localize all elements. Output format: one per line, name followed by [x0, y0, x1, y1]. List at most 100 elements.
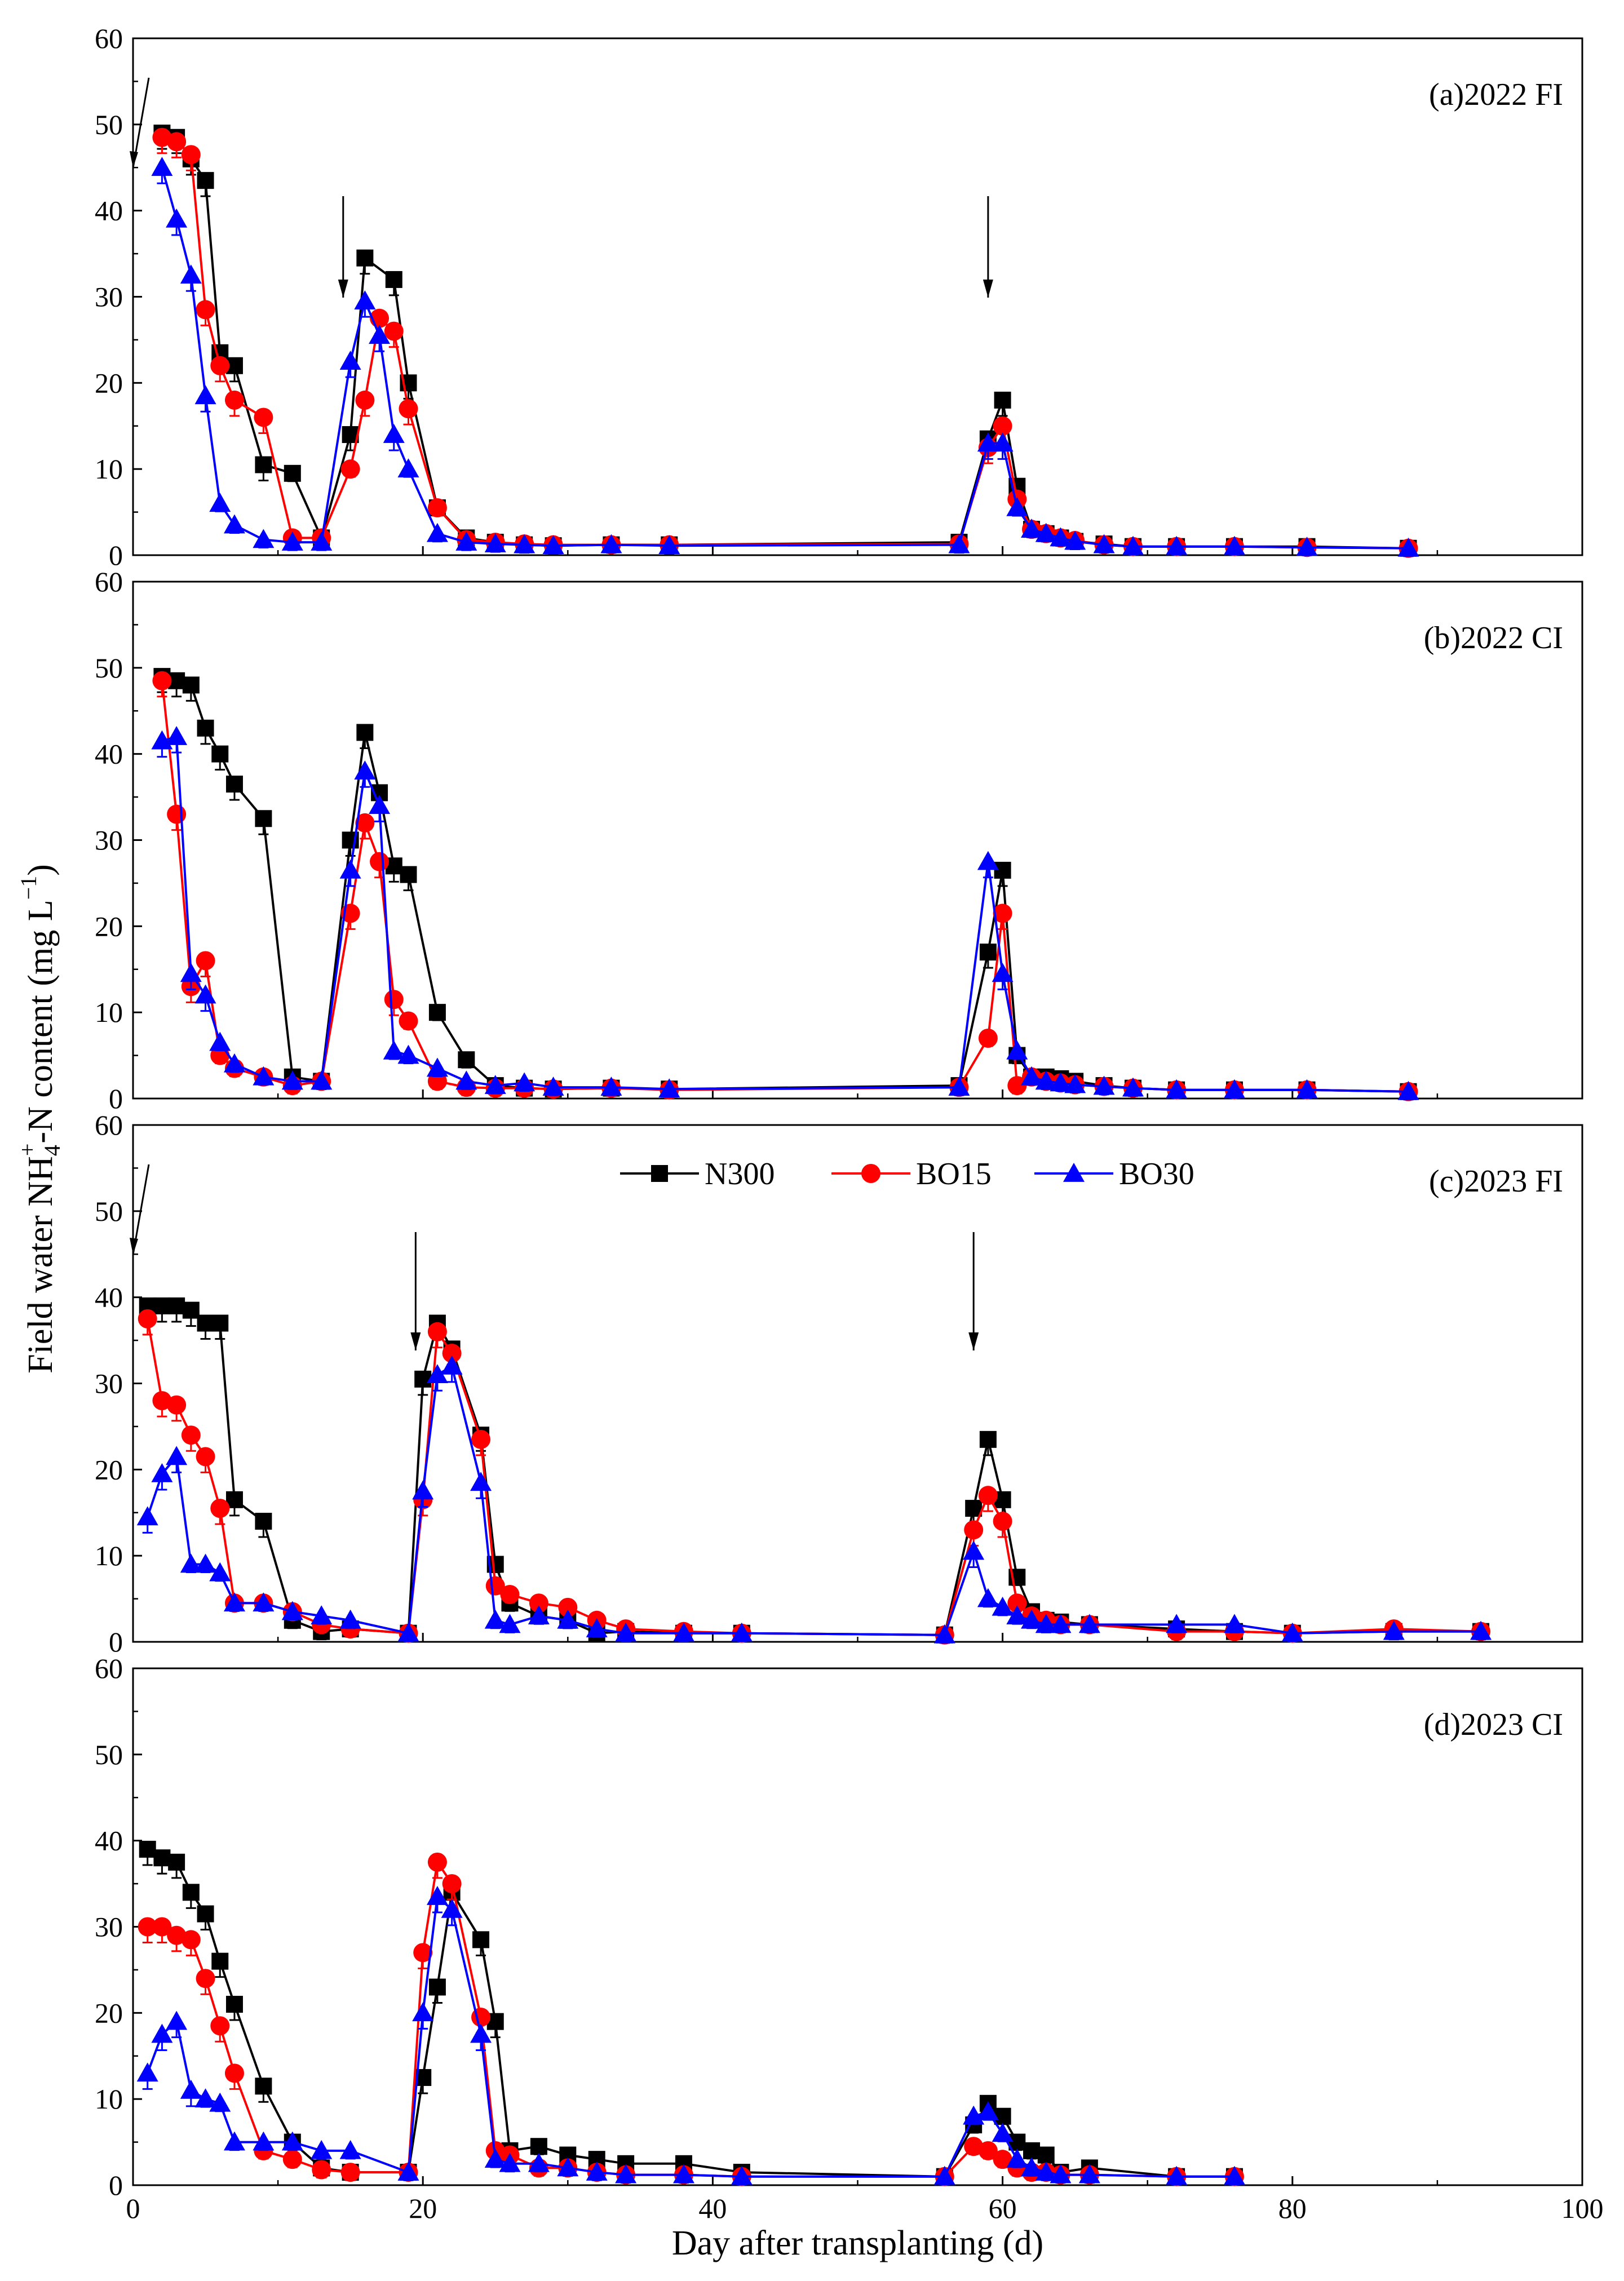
- data-point: [1064, 1074, 1086, 1093]
- data-point: [426, 522, 448, 542]
- arrow-head: [130, 151, 138, 168]
- data-point: [615, 1622, 637, 1642]
- data-point: [514, 534, 536, 553]
- data-point: [181, 1930, 201, 1950]
- event-arrow: [410, 1232, 421, 1350]
- data-point: [211, 1952, 229, 1970]
- arrow-head: [130, 1238, 138, 1255]
- data-point: [196, 951, 215, 971]
- data-point: [355, 390, 375, 410]
- series-line: [146, 1894, 1234, 2178]
- data-point: [399, 1011, 418, 1031]
- data-point: [993, 903, 1012, 923]
- data-point: [281, 532, 303, 551]
- y-axis-title: Field water NH4+-N content (mg L−1): [15, 864, 65, 1374]
- series-n300: [139, 1297, 1490, 1644]
- data-point: [992, 2123, 1014, 2142]
- data-point: [167, 1395, 187, 1415]
- data-point: [1021, 1066, 1043, 1086]
- data-point: [978, 1486, 998, 1505]
- data-point: [284, 464, 301, 482]
- data-point: [312, 2160, 331, 2180]
- data-point: [1035, 522, 1057, 542]
- data-point: [1078, 1614, 1100, 1633]
- data-point: [225, 776, 243, 793]
- y-tick-label: 40: [95, 1282, 123, 1313]
- data-point: [151, 2023, 173, 2043]
- data-point: [383, 1040, 405, 1060]
- data-point: [586, 2162, 608, 2181]
- data-point: [470, 1472, 492, 1491]
- series-n300: [153, 125, 1417, 557]
- data-point: [397, 1044, 419, 1064]
- data-point: [426, 1886, 448, 1905]
- data-point: [1093, 1075, 1115, 1095]
- data-point: [339, 1609, 361, 1629]
- data-point: [427, 498, 447, 517]
- y-tick-label: 0: [109, 1083, 123, 1114]
- x-axis-title: Day after transplanting (d): [672, 2224, 1043, 2262]
- data-point: [168, 1853, 185, 1871]
- data-point: [1078, 2164, 1100, 2183]
- y-title-sup2: −1: [16, 876, 41, 900]
- data-point: [977, 1588, 999, 1607]
- data-point: [196, 1969, 215, 1988]
- data-point: [181, 145, 201, 165]
- series-bo15: [152, 671, 1418, 1101]
- data-point: [731, 1622, 753, 1642]
- y-tick-label: 20: [95, 910, 123, 942]
- data-point: [1122, 535, 1144, 555]
- data-point: [542, 535, 564, 555]
- data-point: [499, 2152, 521, 2172]
- data-point: [1021, 1609, 1043, 1629]
- legend-marker: [651, 1165, 668, 1182]
- data-point: [282, 2150, 302, 2169]
- legend-item-n300: N300: [620, 1157, 775, 1192]
- data-point: [484, 1075, 506, 1094]
- data-point: [977, 851, 999, 870]
- data-point: [933, 1624, 955, 1644]
- y-tick-label: 40: [95, 738, 123, 770]
- data-point: [528, 1605, 550, 1624]
- data-point: [1223, 2165, 1245, 2185]
- data-point: [979, 1430, 997, 1448]
- data-point: [992, 963, 1014, 982]
- data-point: [196, 300, 215, 320]
- data-point: [281, 2131, 303, 2151]
- data-point: [1470, 1620, 1492, 1640]
- data-point: [1166, 535, 1188, 555]
- data-point: [166, 2010, 188, 2030]
- data-point: [1050, 2164, 1072, 2183]
- legend-label: BO15: [916, 1157, 992, 1192]
- data-point: [136, 1506, 158, 1526]
- data-point: [994, 861, 1011, 879]
- data-point: [1023, 2142, 1041, 2159]
- y-tick-label: 20: [95, 367, 123, 398]
- data-point: [993, 416, 1012, 436]
- data-point: [138, 1309, 157, 1328]
- data-point: [484, 533, 506, 552]
- panel-label: (c)2023 FI: [1429, 1164, 1563, 1199]
- y-tick-label: 30: [95, 1368, 123, 1399]
- data-point: [948, 534, 970, 553]
- y-tick-label: 50: [95, 1195, 123, 1227]
- event-arrow: [968, 1232, 979, 1350]
- data-point: [992, 1596, 1014, 1616]
- data-point: [993, 2150, 1012, 2169]
- y-tick-label: 20: [95, 1997, 123, 2028]
- data-point: [369, 325, 391, 344]
- data-point: [1021, 2157, 1043, 2177]
- arrow-head: [338, 280, 348, 298]
- data-point: [484, 2149, 506, 2168]
- data-point: [1166, 1614, 1188, 1633]
- data-point: [152, 1391, 172, 1411]
- data-point: [255, 456, 272, 473]
- data-point: [1166, 2165, 1188, 2185]
- data-point: [255, 1513, 272, 1530]
- x-tick-label: 20: [409, 2193, 437, 2224]
- data-point: [397, 2162, 419, 2181]
- data-point: [428, 1004, 446, 1021]
- data-point: [253, 529, 275, 548]
- data-point: [209, 493, 231, 512]
- data-point: [441, 1898, 463, 1918]
